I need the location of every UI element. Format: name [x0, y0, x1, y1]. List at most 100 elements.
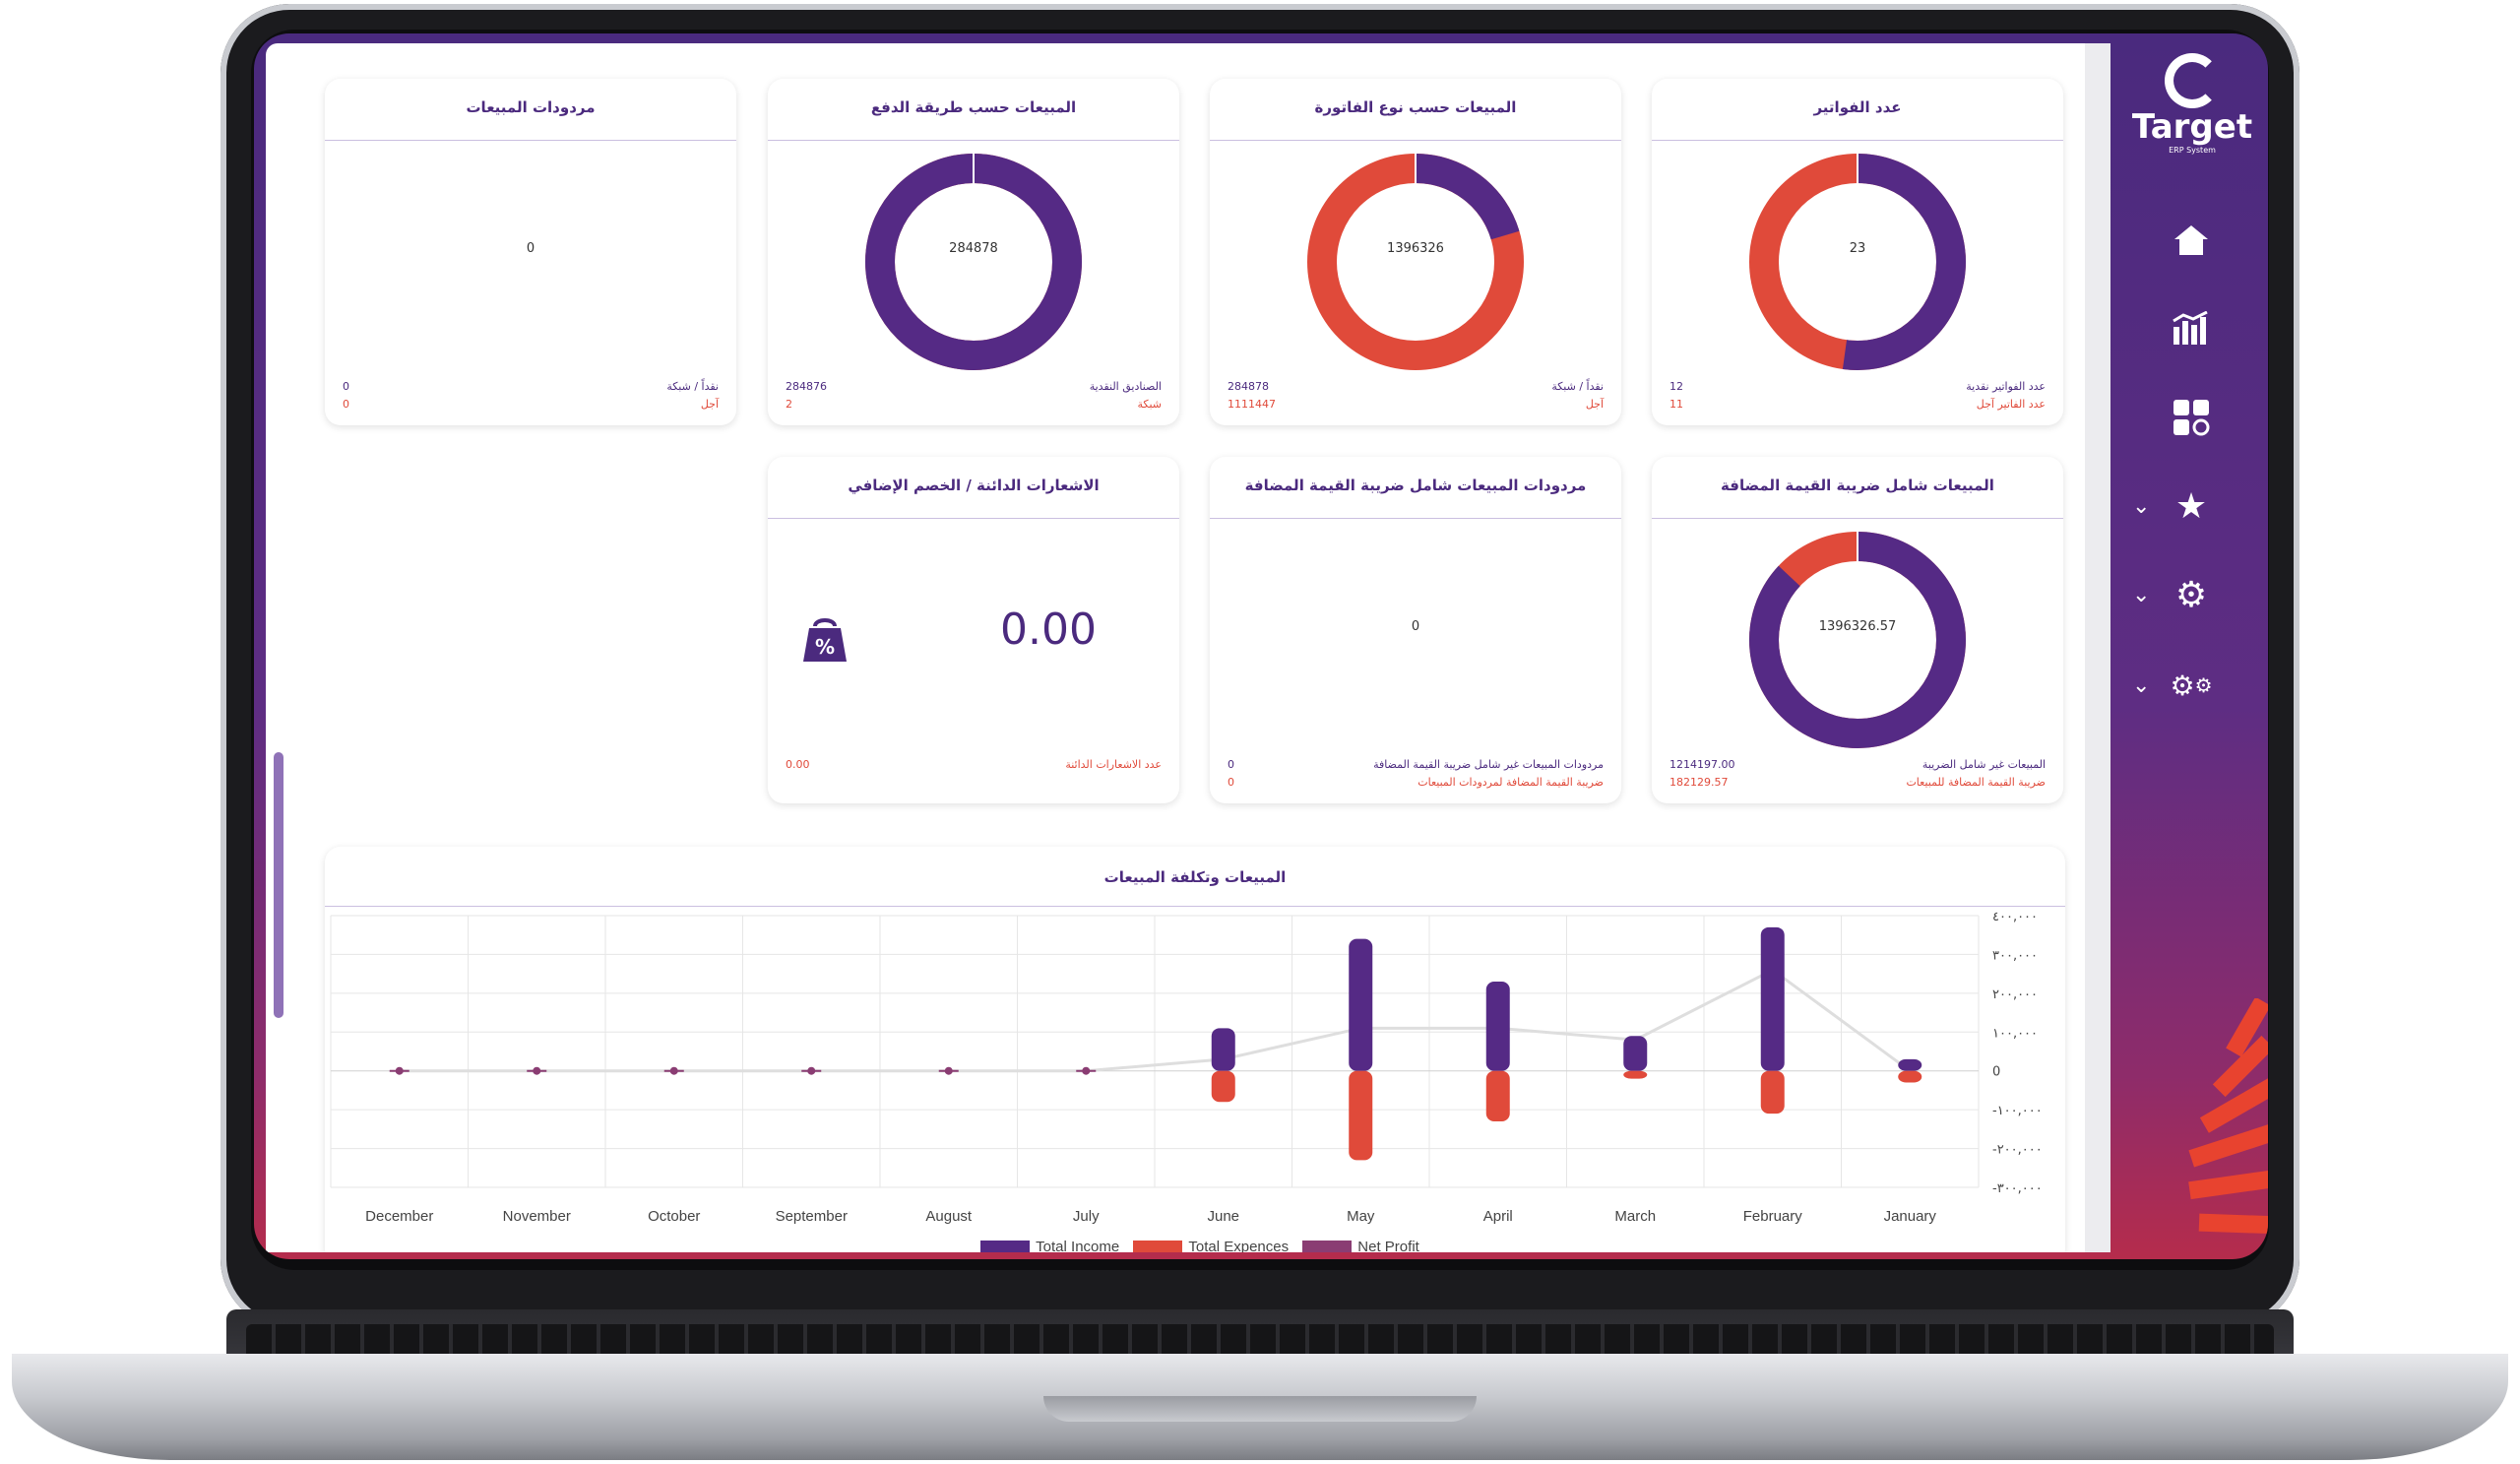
card-returns-vat: مردودات المبيعات شامل ضريبة القيمة المضا…: [1210, 457, 1621, 803]
logo[interactable]: Target ERP System: [2128, 53, 2256, 171]
legend-income[interactable]: Total Income: [1036, 1239, 1120, 1252]
x-tick-label: February: [1743, 1208, 1803, 1225]
card-row1-label: نقداً / شبكة: [1551, 380, 1604, 393]
laptop-notch: [1043, 1396, 1477, 1422]
legend-expences[interactable]: Total Expences: [1188, 1239, 1290, 1252]
bar-expences[interactable]: [1349, 1070, 1373, 1161]
card-row1-label: الصناديق النقدية: [1089, 380, 1162, 393]
bar-income[interactable]: [1623, 1036, 1648, 1071]
y-tick-label: ٣٠٠,٠٠٠: [1992, 948, 2038, 963]
chart-title: المبيعات وتكلفة المبيعات: [1103, 868, 1287, 886]
legend-swatch-income: [980, 1241, 1031, 1252]
bar-income[interactable]: [1760, 926, 1785, 1071]
card-row2-label: ضريبة القيمة المضافة لمردودات المبيعات: [1418, 776, 1604, 789]
bar-income[interactable]: [1485, 982, 1510, 1071]
card-row1-value: 1214197.00: [1670, 758, 1735, 771]
card-credit-notes: الاشعارات الدائنة / الخصم الإضافي % 0.00…: [768, 457, 1179, 803]
gears-icon: ⚙ ⚙: [2170, 668, 2213, 702]
card-title: الاشعارات الدائنة / الخصم الإضافي: [848, 477, 1100, 494]
x-tick-label: December: [365, 1208, 433, 1225]
y-tick-label: -١٠٠,٠٠٠: [1992, 1104, 2043, 1118]
chevron-down-icon: ⌄: [2132, 583, 2151, 607]
bar-income[interactable]: [1898, 1058, 1922, 1071]
x-tick-label: July: [1073, 1208, 1100, 1225]
card-row2-label: عدد الفاتير آجل: [1976, 398, 2046, 411]
card-row1-value: 0: [343, 380, 349, 393]
x-tick-label: January: [1884, 1208, 1937, 1225]
donut-chart: [1749, 532, 1966, 748]
chevron-down-icon: ⌄: [2132, 494, 2151, 519]
card-title: مردودات المبيعات: [466, 98, 596, 116]
bar-expences[interactable]: [1211, 1070, 1235, 1103]
bar-expences[interactable]: [1898, 1070, 1922, 1083]
app-screen: Target ERP System ⌄ ★ ⌄ ⚙ ⌄: [254, 33, 2268, 1259]
card-row2-label: شبكة: [1137, 398, 1162, 411]
sidebar-item-reports[interactable]: [2110, 299, 2268, 358]
card-row1-label: عدد الفواتير نقدية: [1966, 380, 2046, 393]
sidebar-item-advanced-settings[interactable]: ⌄ ⚙ ⚙: [2110, 656, 2268, 715]
bar-chart-icon: [2172, 309, 2211, 349]
card-row1-label: المبيعات غير شامل الضريبة: [1922, 758, 2046, 771]
card-row2-label: آجل: [700, 398, 719, 411]
card-center-value: 23: [1849, 241, 1866, 256]
card-title: المبيعات شامل ضريبة القيمة المضافة: [1721, 477, 1994, 494]
y-tick-label: ٤٠٠,٠٠٠: [1992, 910, 2038, 924]
card-title: المبيعات حسب نوع الفاتورة: [1314, 98, 1517, 116]
bar-income[interactable]: [1349, 938, 1373, 1071]
bar-expences[interactable]: [1485, 1070, 1510, 1121]
legend-swatch-profit: [1302, 1241, 1353, 1252]
home-icon: [2172, 221, 2211, 260]
card-sales-returns: مردودات المبيعات 0 نقداً / شبكة 0 آجل 0: [325, 79, 736, 425]
card-sales-and-cost-chart: المبيعات وتكلفة المبيعات ٤٠٠,٠٠٠ ٣٠٠,٠٠٠ ٢…: [325, 847, 2065, 1252]
x-tick-label: June: [1207, 1208, 1239, 1225]
card-center-value: 284878: [949, 241, 998, 256]
card-center-value: 1396326.57: [1818, 619, 1897, 634]
card-row1-value: 0.00: [786, 758, 810, 771]
card-sales-by-payment: المبيعات حسب طريقة الدفع 284878 الصناديق…: [768, 79, 1179, 425]
legend-profit[interactable]: Net Profit: [1357, 1239, 1419, 1252]
chart-legend: Total Income Total Expences Net Profit: [325, 1239, 2065, 1252]
card-row2-value: 11: [1670, 398, 1683, 411]
sales-cost-chart: ٤٠٠,٠٠٠ ٣٠٠,٠٠٠ ٢٠٠,٠٠٠ ١٠٠,٠٠٠ 0 -١٠٠,٠٠٠ -٢٠…: [330, 910, 2043, 1225]
card-row1-value: 0: [1228, 758, 1234, 771]
card-row1-value: 284876: [786, 380, 827, 393]
dashboard-content: مردودات المبيعات 0 نقداً / شبكة 0 آجل 0 …: [266, 43, 2110, 1252]
y-tick-label: -٢٠٠,٠٠٠: [1992, 1143, 2043, 1158]
donut-chart: [1307, 154, 1524, 370]
credit-notes-big-value: 0.00: [1000, 605, 1097, 655]
y-tick-label: ٢٠٠,٠٠٠: [1992, 987, 2038, 1002]
logo-ring-icon: [2165, 53, 2220, 108]
y-tick-label: ١٠٠,٠٠٠: [1992, 1026, 2038, 1041]
card-row2-value: 1111447: [1228, 398, 1276, 411]
logo-sub: ERP System: [2169, 146, 2216, 155]
legend-swatch-expences: [1133, 1241, 1183, 1252]
x-tick-label: April: [1483, 1208, 1513, 1225]
sidebar-item-apps[interactable]: [2110, 388, 2268, 447]
x-tick-label: May: [1347, 1208, 1375, 1225]
card-invoice-count: عدد الفواتير 23 عدد الفواتير نقدية 12 عد…: [1652, 79, 2063, 425]
card-row2-value: 182129.57: [1670, 776, 1729, 789]
x-tick-label: March: [1614, 1208, 1656, 1225]
net-profit-line: [399, 968, 1912, 1073]
card-sales-by-invoice-type: المبيعات حسب نوع الفاتورة 1396326 نقداً …: [1210, 79, 1621, 425]
donut-chart: [1749, 154, 1966, 370]
y-tick-label: -٣٠٠,٠٠٠: [1992, 1181, 2043, 1196]
bar-income[interactable]: [1211, 1028, 1235, 1071]
sidebar-item-settings[interactable]: ⌄ ⚙: [2110, 565, 2268, 624]
donut-chart: [865, 154, 1082, 370]
card-title: المبيعات حسب طريقة الدفع: [870, 98, 1077, 116]
bar-expences[interactable]: [1760, 1070, 1785, 1114]
chevron-down-icon: ⌄: [2132, 673, 2151, 698]
x-tick-label: November: [503, 1208, 571, 1225]
grid-apps-icon: [2172, 398, 2211, 437]
x-tick-label: September: [776, 1208, 848, 1225]
sidebar-item-favorites[interactable]: ⌄ ★: [2110, 477, 2268, 536]
donut-slice-purple[interactable]: [865, 154, 1082, 370]
content-scroll-gutter: [2085, 43, 2110, 1252]
star-icon: ★: [2174, 485, 2208, 527]
card-title: مردودات المبيعات شامل ضريبة القيمة المضا…: [1244, 477, 1587, 494]
card-row1-value: 12: [1670, 380, 1683, 393]
bar-expences[interactable]: [1623, 1070, 1648, 1079]
scrollbar[interactable]: [274, 752, 284, 1018]
sidebar-item-home[interactable]: [2110, 211, 2268, 270]
